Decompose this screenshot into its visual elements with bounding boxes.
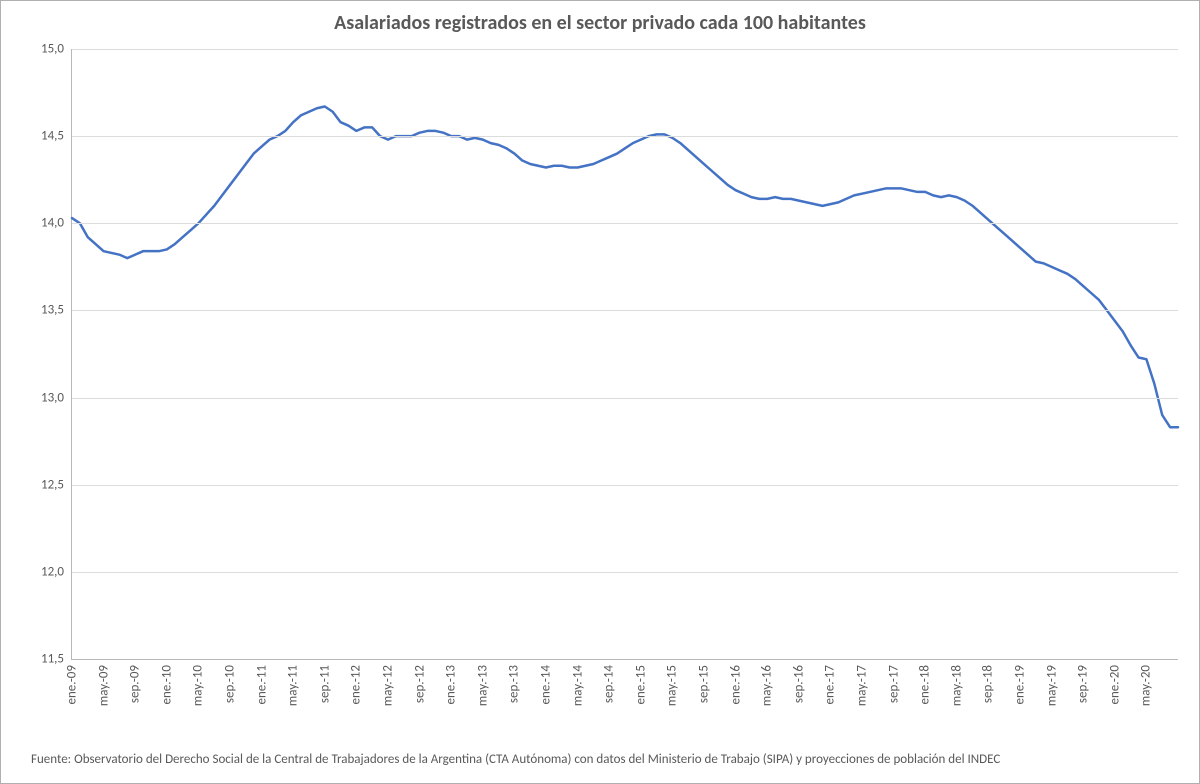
x-tick-label: sep.-17 [886,665,901,703]
chart-container: Asalariados registrados en el sector pri… [0,0,1200,784]
x-tick-label: ene.-20 [1107,665,1122,705]
x-tick-label: ene.-16 [728,665,743,705]
y-tick-label: 14,5 [41,129,64,144]
series-line [72,107,1178,428]
x-tick-label: may.-09 [96,665,111,706]
gridline [72,572,1178,573]
x-tick-label: sep.-14 [602,665,617,703]
x-tick-label: sep.-11 [317,665,332,703]
gridline [72,223,1178,224]
line-svg [72,49,1178,659]
chart-title: Asalariados registrados en el sector pri… [1,11,1199,35]
x-tick-label: sep.-18 [981,665,996,703]
x-tick-label: ene.-10 [159,665,174,705]
x-tick-label: ene.-14 [539,665,554,705]
x-tick-label: may.-15 [665,665,680,706]
gridline [72,485,1178,486]
plot-area: 11,512,012,513,013,514,014,515,0ene.-09m… [71,49,1178,660]
x-tick-label: may.-10 [191,665,206,706]
x-tick-label: ene.-09 [65,665,80,705]
y-tick-label: 13,5 [41,303,64,318]
gridline [72,398,1178,399]
x-tick-label: may.-13 [475,665,490,706]
x-tick-label: may.-17 [855,665,870,706]
y-tick-label: 14,0 [41,216,64,231]
x-tick-label: ene.-17 [823,665,838,705]
gridline [72,310,1178,311]
x-tick-label: sep.-10 [223,665,238,703]
x-tick-label: ene.-18 [918,665,933,705]
x-tick-label: ene.-15 [633,665,648,705]
x-tick-label: sep.-15 [697,665,712,703]
x-tick-label: sep.-19 [1076,665,1091,703]
x-tick-label: sep.-16 [791,665,806,703]
y-tick-label: 15,0 [41,42,64,57]
x-tick-label: ene.-19 [1013,665,1028,705]
y-tick-label: 13,0 [41,390,64,405]
x-tick-label: ene.-11 [254,665,269,705]
chart-source-note: Fuente: Observatorio del Derecho Social … [31,752,1169,769]
x-tick-label: may.-18 [949,665,964,706]
x-tick-label: may.-11 [286,665,301,706]
x-tick-label: may.-20 [1139,665,1154,706]
x-tick-label: ene.-12 [349,665,364,705]
x-tick-label: may.-14 [570,665,585,706]
x-tick-label: may.-12 [381,665,396,706]
y-tick-label: 12,5 [41,477,64,492]
gridline [72,49,1178,50]
gridline [72,136,1178,137]
x-tick-label: may.-19 [1044,665,1059,706]
x-tick-label: ene.-13 [444,665,459,705]
x-tick-label: sep.-12 [412,665,427,703]
x-tick-label: sep.-09 [128,665,143,703]
y-tick-label: 12,0 [41,564,64,579]
x-tick-label: sep.-13 [507,665,522,703]
y-tick-label: 11,5 [41,652,64,667]
x-tick-label: may.-16 [760,665,775,706]
